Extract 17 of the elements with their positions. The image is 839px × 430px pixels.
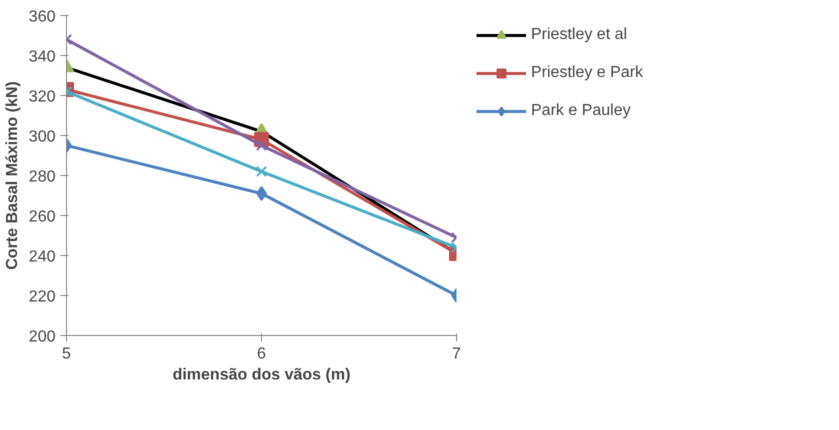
x-tick-label: 7 <box>452 346 462 362</box>
legend-label: Park e Pauley <box>531 102 631 120</box>
y-tick-label: 240 <box>28 248 56 266</box>
legend-label: Priestley et al <box>531 26 628 44</box>
x-tick-label: 6 <box>257 346 266 362</box>
y-tick-label: 360 <box>28 8 56 26</box>
y-tick-label: 260 <box>28 208 56 226</box>
x-tick-label: 5 <box>62 346 72 362</box>
y-tick-label: 300 <box>28 128 56 146</box>
y-axis-title: Corte Basal Máximo (kN) <box>4 81 21 270</box>
x-axis-title: dimensão dos vãos (m) <box>172 366 350 384</box>
y-tick-label: 220 <box>28 288 56 306</box>
y-tick-label: 320 <box>28 88 56 106</box>
y-tick-label: 280 <box>28 168 56 186</box>
legend-label: Priestley e Park <box>531 64 644 82</box>
y-tick-label: 200 <box>28 328 56 346</box>
y-tick-label: 340 <box>28 48 56 66</box>
